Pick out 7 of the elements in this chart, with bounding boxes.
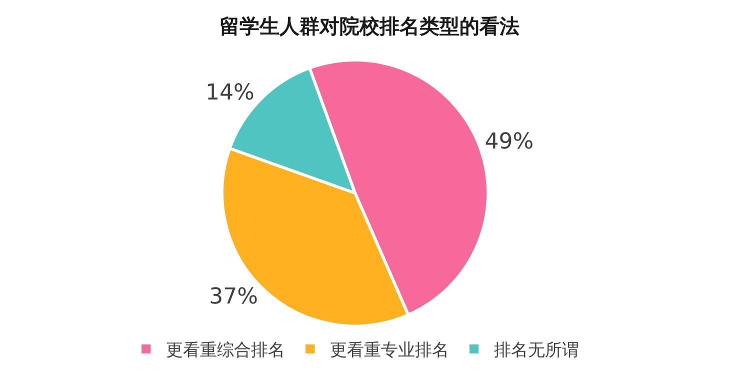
legend-label: 更看重综合排名 xyxy=(166,340,285,360)
data-label: 49% xyxy=(484,129,534,154)
chart-title: 留学生人群对院校排名类型的看法 xyxy=(220,14,520,38)
data-label: 14% xyxy=(205,80,254,106)
legend-label: 排名无所谓 xyxy=(494,340,579,360)
legend-label: 更看重专业排名 xyxy=(330,340,449,360)
data-label: 37% xyxy=(209,284,258,310)
